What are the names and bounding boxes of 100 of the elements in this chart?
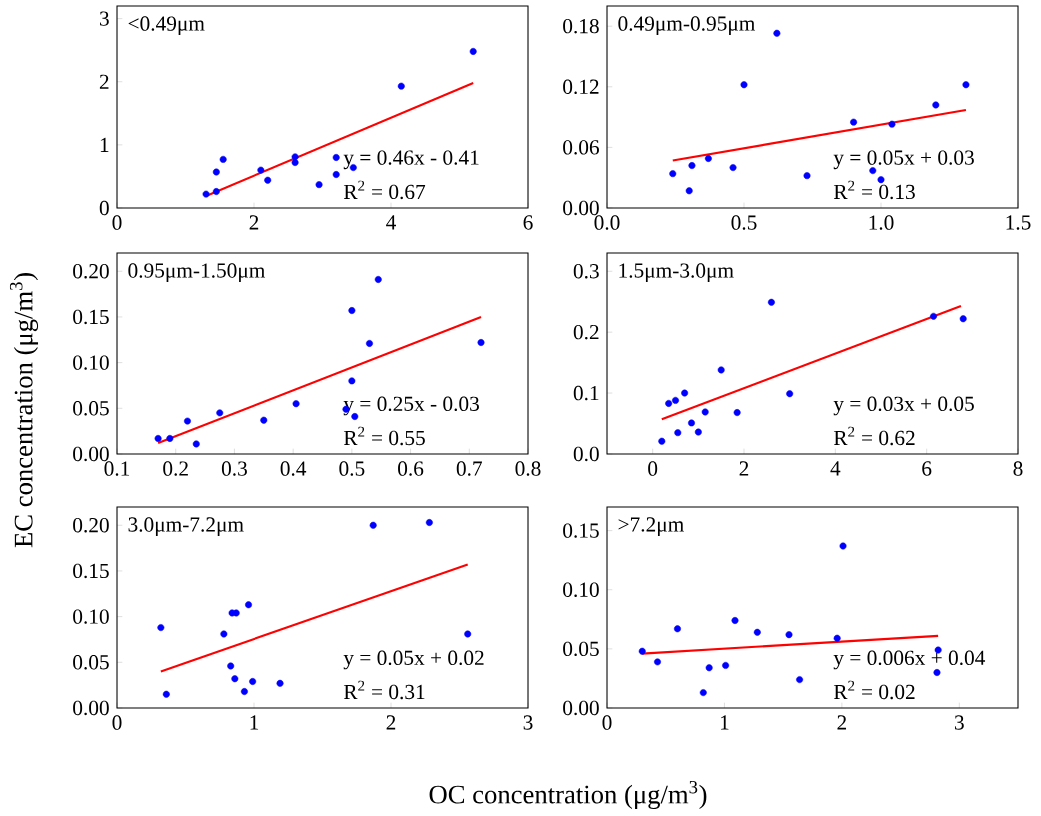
y-tick-label: 0.10 (73, 609, 109, 624)
annotation: R$^{2}$ = 0.55 (343, 426, 425, 446)
x-tick-label: 2 (386, 715, 396, 730)
x-tick-label: 0.2 (163, 461, 188, 476)
y-tick-label: 0.0 (573, 446, 599, 462)
point (665, 399, 673, 407)
y-tick-label: 1 (100, 137, 109, 152)
x-tick-label: 1.5 (1006, 215, 1031, 230)
point (672, 396, 679, 404)
point (694, 428, 702, 436)
point (658, 437, 666, 445)
x-tick-label: 0.4 (280, 461, 307, 476)
x-tick-label: 4 (830, 461, 841, 476)
x-tick-label: 6 (922, 461, 932, 476)
y-tick-label: 0.18 (563, 18, 599, 34)
point (704, 155, 712, 162)
point (220, 630, 228, 638)
annotation: R$^{2}$ = 0.67 (343, 180, 426, 200)
x-tick-label: 3 (954, 715, 964, 730)
point (291, 159, 299, 166)
point (731, 617, 739, 624)
annotation: >7.2μm (618, 517, 684, 536)
point (740, 81, 748, 89)
point (701, 408, 709, 416)
point (685, 187, 693, 195)
point (249, 678, 257, 685)
point (315, 181, 323, 189)
annotation: R$^{2}$ = 0.31 (343, 680, 425, 700)
point (192, 440, 200, 448)
point (332, 171, 340, 178)
y-tick-label: 0.00 (563, 200, 599, 216)
point (654, 658, 661, 666)
point (245, 601, 252, 609)
point (264, 176, 272, 184)
x-tick-label: 0.6 (398, 461, 424, 476)
point (839, 542, 847, 550)
y-tick-label: 0.05 (73, 655, 109, 670)
point (681, 389, 689, 397)
point (291, 153, 299, 161)
x-tick-label: 0.5 (339, 461, 365, 476)
x-tick-label: 2 (249, 215, 259, 230)
y-tick-label: 0.20 (73, 518, 109, 533)
point (162, 690, 170, 698)
point (257, 166, 265, 174)
point (374, 276, 382, 283)
y-tick-label: 0.05 (563, 641, 599, 657)
point (877, 176, 885, 184)
y-axis-title: EC concentration (μg/m$^{3}$) (9, 273, 39, 548)
annotation: <0.49μm (128, 16, 205, 36)
point (183, 417, 191, 425)
x-tick-label: 4 (386, 215, 396, 230)
x-tick-label: 0.5 (731, 215, 757, 230)
point (366, 339, 373, 347)
point (733, 409, 741, 417)
point (699, 689, 707, 697)
y-tick-label: 0.15 (73, 309, 109, 325)
y-tick-label: 2 (99, 74, 109, 89)
y-tick-label: 0.12 (563, 79, 599, 95)
annotation: R$^{2}$ = 0.13 (833, 180, 915, 200)
x-tick-label: 1 (720, 715, 729, 730)
x-tick-label: 0.0 (594, 215, 620, 230)
point (227, 662, 235, 670)
point (729, 164, 737, 172)
x-tick-label: 3 (523, 715, 533, 730)
point (833, 634, 841, 642)
y-tick-label: 0.00 (73, 446, 109, 462)
point (469, 47, 477, 55)
point (688, 162, 696, 170)
annotation: 3.0μm-7.2μm (128, 517, 244, 537)
x-tick-label: 8 (1013, 461, 1023, 476)
point (933, 669, 941, 676)
x-tick-label: 2 (837, 715, 847, 730)
x-tick-label: 0 (112, 715, 122, 730)
y-tick-label: 0 (99, 200, 109, 216)
annotation: y = 0.05x + 0.03 (833, 150, 974, 170)
point (348, 377, 356, 385)
y-tick-label: 0.2 (573, 324, 599, 340)
point (638, 647, 646, 655)
point (166, 434, 174, 442)
y-tick-label: 0.06 (563, 140, 599, 155)
point (369, 521, 377, 529)
x-tick-label: 2 (739, 461, 749, 476)
point (260, 416, 268, 424)
annotation: R$^{2}$ = 0.02 (833, 680, 915, 700)
point (276, 679, 284, 687)
point (464, 630, 472, 638)
annotation: 1.5μm-3.0μm (619, 263, 734, 283)
point (231, 675, 239, 683)
point (767, 298, 775, 306)
x-tick-label: 0 (602, 715, 612, 730)
point (796, 676, 804, 684)
point (202, 190, 210, 198)
point (240, 688, 248, 696)
annotation: y = 0.05x + 0.02 (343, 650, 484, 670)
annotation: R$^{2}$ = 0.62 (833, 426, 915, 446)
point (869, 167, 877, 175)
x-tick-label: 0 (112, 215, 122, 230)
x-tick-label: 6 (523, 215, 533, 230)
point (212, 168, 220, 176)
annotation: 0.49μm-0.95μm (618, 16, 756, 36)
